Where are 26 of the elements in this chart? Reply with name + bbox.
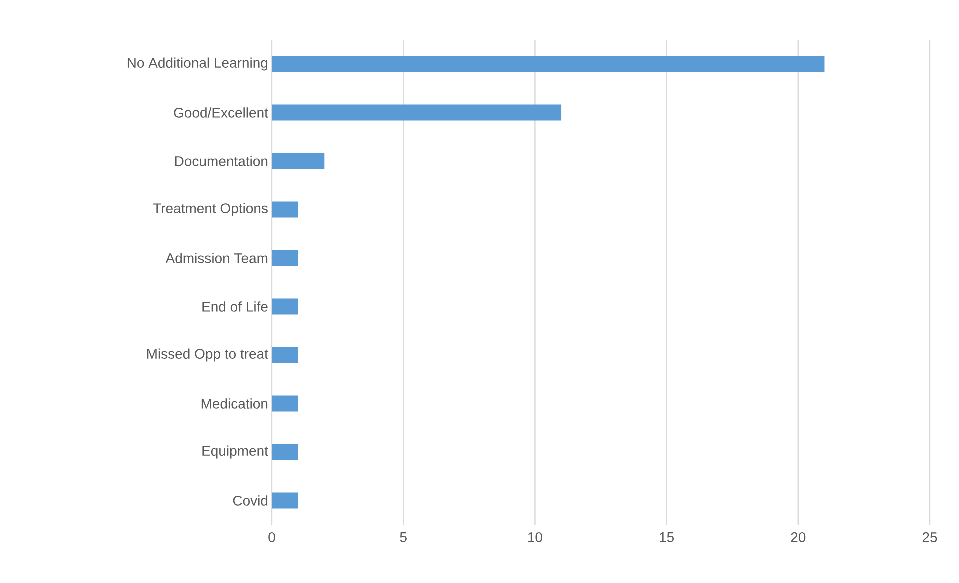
x-tick-label: 5 xyxy=(400,532,407,542)
y-tick-label: Documentation xyxy=(175,156,268,166)
bar xyxy=(272,492,298,509)
bar xyxy=(272,298,298,315)
y-tick-label: Missed Opp to treat xyxy=(147,348,268,362)
bar xyxy=(272,396,298,412)
y-tick-label: Good/Excellent xyxy=(174,108,268,118)
y-tick-label: No Additional Learning xyxy=(128,58,268,71)
y-tick-label: Equipment xyxy=(202,446,268,459)
x-tick-label: 25 xyxy=(922,532,938,542)
y-tick-label: End of Life xyxy=(202,302,268,312)
bar xyxy=(272,56,825,72)
x-tick-label: 15 xyxy=(660,532,674,542)
bar xyxy=(272,347,298,364)
y-tick-label: Admission Team xyxy=(166,253,268,264)
y-tick-label: Treatment Options xyxy=(153,203,268,216)
x-tick-label: 20 xyxy=(791,532,806,542)
y-tick-label: Medication xyxy=(202,398,268,409)
x-tick-label: 10 xyxy=(528,532,542,542)
x-tick-label: 0 xyxy=(268,532,276,542)
bar xyxy=(272,153,325,170)
bar xyxy=(272,104,562,121)
y-tick-label: Covid xyxy=(233,496,268,506)
bar xyxy=(272,202,298,218)
bar xyxy=(272,444,298,460)
bar xyxy=(272,250,298,266)
